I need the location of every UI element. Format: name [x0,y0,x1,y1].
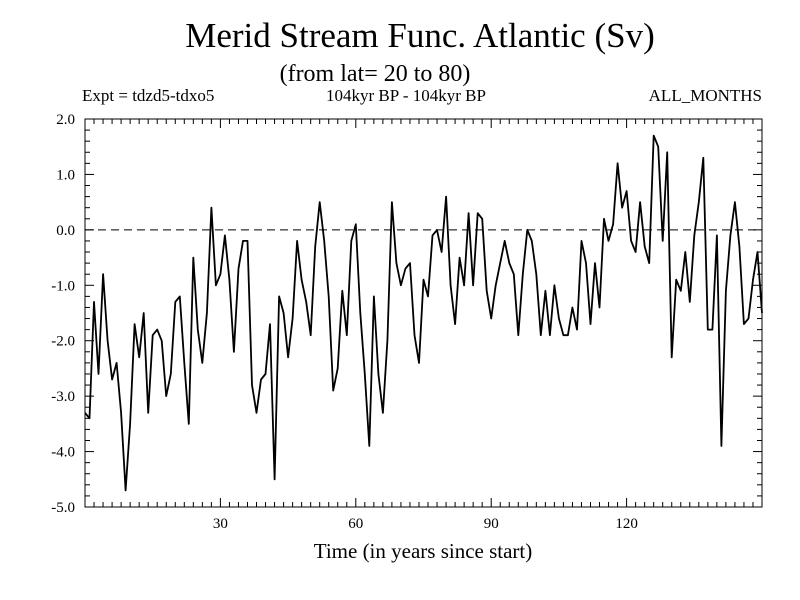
chart-title: Merid Stream Func. Atlantic (Sv) [185,16,655,55]
series-line [84,134,763,492]
period-label: 104kyr BP - 104kyr BP [326,86,486,105]
y-tick-label: 0.0 [56,223,75,239]
x-tick-label: 30 [213,516,228,532]
y-tick-label: -4.0 [51,445,75,461]
axes-layer: 30 60 90 120 2.0 1.0 0.0 -1.0 -2.0 -3.0 -4.0 -5.0 [51,112,763,532]
y-tick-label: 2.0 [56,112,75,128]
data-layer [84,134,763,492]
y-tick-label: -3.0 [51,389,75,405]
x-tick-label: 60 [348,516,363,532]
y-tick-label: -2.0 [51,334,75,350]
experiment-label: Expt = tdzd5-tdxo5 [82,86,215,105]
x-tick-label: 120 [615,516,638,532]
x-axis-label: Time (in years since start) [314,539,533,563]
x-tick-label: 90 [484,516,499,532]
chart-subtitle: (from lat= 20 to 80) [279,61,471,87]
y-tick-label: -5.0 [51,500,75,516]
months-label: ALL_MONTHS [648,86,762,105]
y-tick-label: 1.0 [56,167,75,183]
y-tick-label: -1.0 [51,278,75,294]
